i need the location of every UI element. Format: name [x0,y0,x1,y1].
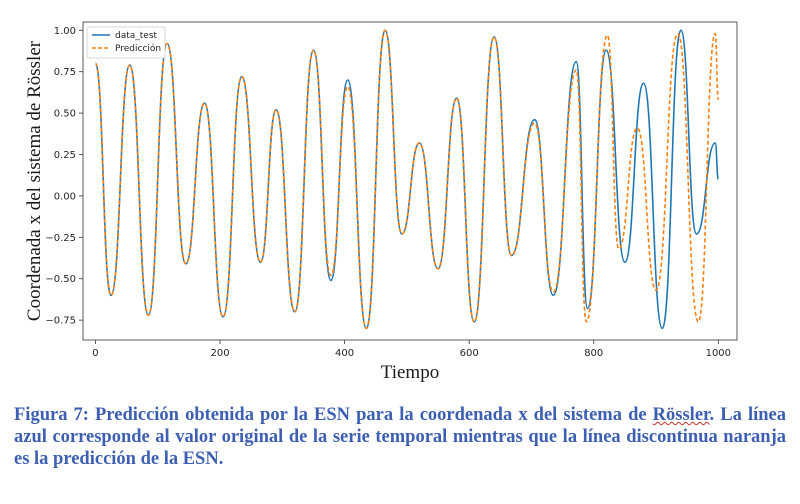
x-tick-label: 200 [210,348,229,359]
y-tick-label: 0.25 [54,150,76,161]
x-tick-label: 600 [460,348,479,359]
x-tick-label: 0 [92,348,98,359]
caption-underlined-word: Rössler [652,405,710,425]
x-tick-label: 1000 [706,348,731,359]
y-tick-label: 0.00 [54,191,76,202]
y-axis-title: Coordenada x del sistema de Rössler [24,40,45,321]
legend: data_test Predicción [86,26,166,59]
x-axis-ticks: 0 200 400 600 800 1000 [92,340,731,359]
y-axis-ticks: −0.75 −0.50 −0.25 0.00 0.25 0.50 0.75 1.00 [45,26,83,327]
series-layer [94,29,720,330]
y-tick-label: −0.50 [45,274,76,285]
x-tick-label: 400 [335,348,354,359]
caption-label: Figura 7: [14,405,89,425]
legend-label-data-test: data_test [115,31,158,41]
figure-caption: Figura 7: Predicción obtenida por la ESN… [14,404,786,470]
x-axis-title: Tiempo [381,362,439,383]
x-tick-label: 800 [584,348,603,359]
y-tick-label: 0.75 [54,67,76,78]
y-tick-label: 1.00 [54,26,76,37]
line-chart: −0.75 −0.50 −0.25 0.00 0.25 0.50 0.75 1.00 0 200… [24,21,738,383]
caption-text-end: . La línea azul corresponde al valor ori… [14,405,786,469]
y-tick-label: −0.75 [45,316,76,327]
y-tick-label: 0.50 [54,109,76,120]
series-line-prediccion [94,29,720,330]
caption-text-start: Predicción obtenida por la ESN para la c… [88,405,653,425]
y-tick-label: −0.25 [45,233,76,244]
plot-area [82,21,738,341]
legend-label-prediccion: Predicción [115,43,161,54]
